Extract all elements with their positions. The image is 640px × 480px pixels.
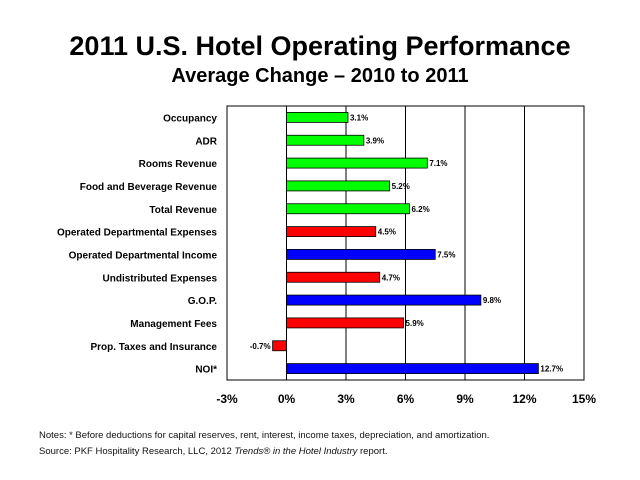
bar-9 bbox=[286, 294, 482, 306]
value-label-12: 12.7% bbox=[540, 365, 563, 374]
category-label-12: NOI* bbox=[195, 365, 217, 376]
category-label-9: G.O.P. bbox=[188, 296, 217, 307]
value-label-11: -0.7% bbox=[250, 342, 271, 351]
category-label-2: ADR bbox=[195, 136, 217, 147]
report-title: Trends® in the Hotel Industry bbox=[234, 446, 358, 457]
x-tick-label-1: -3% bbox=[216, 392, 238, 406]
chart-subtitle: Average Change – 2010 to 2011 bbox=[171, 65, 469, 87]
category-label-4: Food and Beverage Revenue bbox=[80, 182, 218, 193]
value-label-3: 7.1% bbox=[429, 159, 447, 168]
x-tick-label-7: 15% bbox=[572, 392, 596, 406]
category-label-8: Undistributed Expenses bbox=[103, 273, 218, 284]
bar-8 bbox=[286, 271, 381, 283]
category-label-7: Operated Departmental Income bbox=[69, 250, 218, 261]
value-label-6: 4.5% bbox=[378, 228, 396, 237]
value-label-4: 5.2% bbox=[392, 182, 410, 191]
bar-2 bbox=[286, 134, 365, 146]
footnote: Notes: * Before deductions for capital r… bbox=[39, 430, 490, 441]
bar-6 bbox=[286, 226, 377, 237]
category-label-6: Operated Departmental Expenses bbox=[57, 228, 217, 239]
value-label-8: 4.7% bbox=[382, 273, 400, 282]
x-tick-label-3: 3% bbox=[337, 392, 355, 406]
bar-chart: Occupancy 3.1% ADR 3.9% Rooms Revenue 7.1% Foo… bbox=[57, 105, 596, 406]
x-tick-label-6: 12% bbox=[512, 392, 536, 406]
value-label-10: 5.9% bbox=[406, 319, 424, 328]
value-label-9: 9.8% bbox=[483, 296, 501, 305]
source-note: Source: PKF Hospitality Research, LLC, 2… bbox=[39, 446, 388, 457]
bar-7 bbox=[286, 249, 436, 260]
bar-1 bbox=[286, 112, 349, 123]
chart-title: 2011 U.S. Hotel Operating Performance bbox=[69, 31, 571, 61]
plot-frame bbox=[226, 105, 585, 381]
category-label-1: Occupancy bbox=[163, 113, 217, 124]
category-label-10: Management Fees bbox=[130, 319, 217, 330]
bar-5 bbox=[286, 203, 410, 215]
chart-notes: Notes: * Before deductions for capital r… bbox=[39, 428, 619, 460]
bar-11 bbox=[272, 340, 287, 352]
bar-12 bbox=[286, 363, 539, 374]
x-tick-label-4: 6% bbox=[397, 392, 415, 406]
value-label-7: 7.5% bbox=[437, 250, 455, 259]
category-label-11: Prop. Taxes and Insurance bbox=[90, 342, 217, 353]
x-tick-label-5: 9% bbox=[456, 392, 474, 406]
bar-3 bbox=[286, 157, 428, 169]
value-label-2: 3.9% bbox=[366, 136, 384, 145]
value-label-1: 3.1% bbox=[350, 113, 368, 122]
bar-4 bbox=[286, 180, 391, 192]
bar-10 bbox=[286, 317, 404, 329]
category-label-5: Total Revenue bbox=[149, 205, 217, 216]
x-tick-label-2: 0% bbox=[278, 392, 296, 406]
value-label-5: 6.2% bbox=[411, 205, 429, 214]
category-label-3: Rooms Revenue bbox=[139, 159, 218, 170]
